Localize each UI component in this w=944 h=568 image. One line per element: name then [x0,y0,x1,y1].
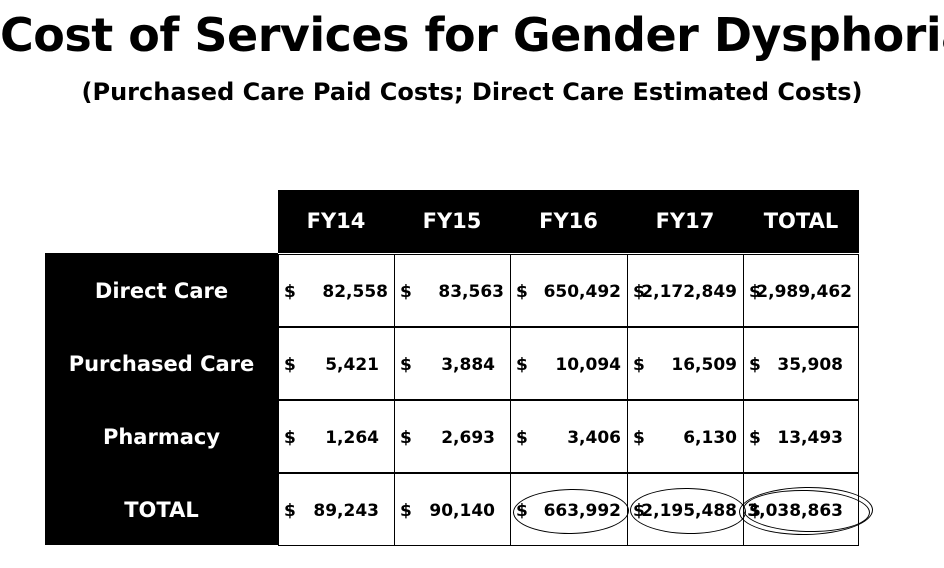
column-header-fy16: FY16 [539,209,598,233]
row-label-pharmacy: Pharmacy [102,425,221,449]
table-cell: $ 89,243 [278,473,395,546]
table-cell: $ 35,908 [743,327,859,400]
table-cell: $ 16,509 [627,327,744,400]
currency-sign: $ [749,501,761,521]
cell-value: 3,406 [567,428,621,448]
row-label-total: TOTAL [124,498,199,522]
currency-sign: $ [516,282,528,302]
page-subtitle: (Purchased Care Paid Costs; Direct Care … [81,78,863,106]
currency-sign: $ [633,282,645,302]
cell-value: 3,884 [441,355,495,375]
cell-value: 35,908 [777,355,843,375]
table-cell: $ 5,421 [278,327,395,400]
column-header-bar [278,190,859,253]
currency-sign: $ [633,428,645,448]
currency-sign: $ [516,501,528,521]
table-cell: $ 2,172,849 [627,254,744,327]
cell-value: 6,130 [683,428,737,448]
table-cell: $ 13,493 [743,400,859,473]
page-title: Cost of Services for Gender Dysphoria [0,8,944,62]
cell-value: 2,989,462 [756,282,852,302]
table-cell: $ 650,492 [510,254,628,327]
cell-value: 5,421 [325,355,379,375]
table-cell: $ 10,094 [510,327,628,400]
cell-value: 2,172,849 [641,282,737,302]
table-cell: $ 2,693 [394,400,511,473]
table-cell: $ 83,563 [394,254,511,327]
currency-sign: $ [633,355,645,375]
column-header-fy14: FY14 [306,209,366,233]
cell-value: 10,094 [555,355,621,375]
cell-value: 3,038,863 [747,501,843,521]
cell-value: 16,509 [671,355,737,375]
column-header-total: TOTAL [763,209,839,233]
table-cell: $ 1,264 [278,400,395,473]
row-label-purchased-care: Purchased Care [68,352,255,376]
cell-value: 89,243 [313,501,379,521]
cell-value: 2,693 [441,428,495,448]
currency-sign: $ [400,282,412,302]
row-label-bar [45,253,278,545]
cell-value: 1,264 [325,428,379,448]
currency-sign: $ [284,428,296,448]
cell-value: 82,558 [322,282,388,302]
currency-sign: $ [284,355,296,375]
cell-value: 90,140 [429,501,495,521]
currency-sign: $ [749,428,761,448]
currency-sign: $ [284,282,296,302]
currency-sign: $ [749,355,761,375]
currency-sign: $ [400,355,412,375]
currency-sign: $ [516,355,528,375]
row-label-direct-care: Direct Care [94,279,229,303]
currency-sign: $ [400,501,412,521]
column-header-fy17: FY17 [655,209,715,233]
currency-sign: $ [633,501,645,521]
currency-sign: $ [284,501,296,521]
table-cell: $ 3,406 [510,400,628,473]
table-cell: $ 82,558 [278,254,395,327]
cell-value: 13,493 [777,428,843,448]
cell-value: 83,563 [438,282,504,302]
table-cell: $ 3,038,863 [743,473,859,546]
currency-sign: $ [400,428,412,448]
table-cell: $ 2,989,462 [743,254,859,327]
cell-value: 650,492 [543,282,621,302]
table-cell: $ 90,140 [394,473,511,546]
table-cell: $ 3,884 [394,327,511,400]
cell-value: 2,195,488 [641,501,737,521]
table-cell: $ 2,195,488 [627,473,744,546]
currency-sign: $ [749,282,761,302]
column-header-fy15: FY15 [422,209,482,233]
cell-value: 663,992 [543,501,621,521]
table-cell: $ 6,130 [627,400,744,473]
currency-sign: $ [516,428,528,448]
